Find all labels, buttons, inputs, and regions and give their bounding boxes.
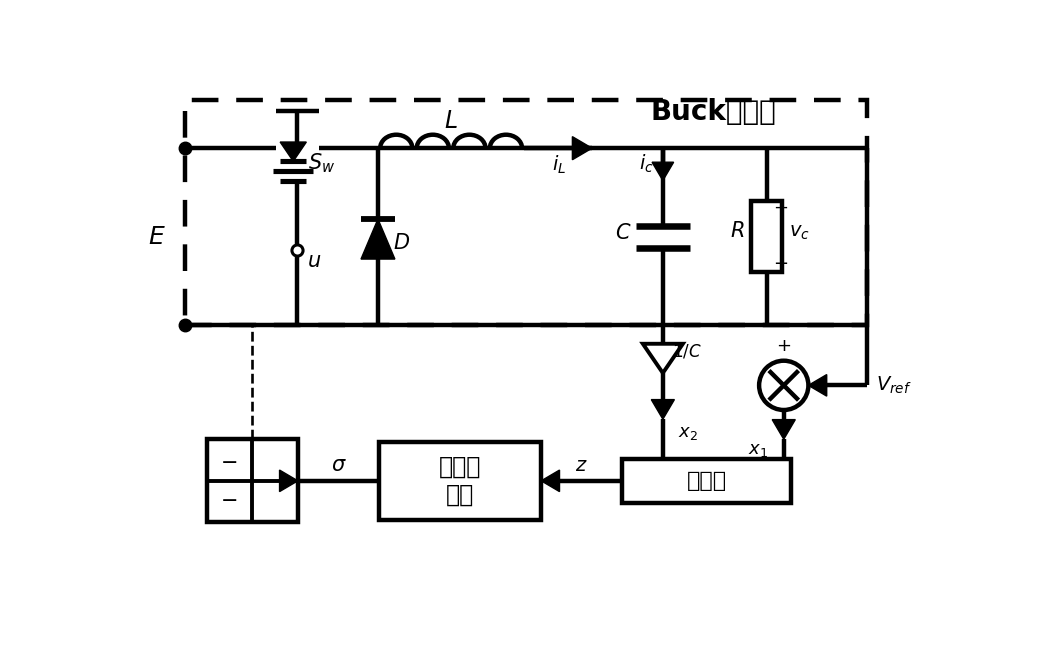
Text: $-$: $-$ bbox=[773, 253, 788, 271]
Text: $i_c$: $i_c$ bbox=[638, 152, 653, 174]
Text: $x_2$: $x_2$ bbox=[679, 424, 698, 442]
Bar bbox=[186, 100, 867, 326]
Text: $L$: $L$ bbox=[444, 109, 458, 133]
Polygon shape bbox=[572, 137, 592, 159]
Text: $C$: $C$ bbox=[615, 223, 631, 243]
Text: $-$: $-$ bbox=[220, 451, 238, 471]
Text: $E$: $E$ bbox=[148, 225, 166, 249]
Polygon shape bbox=[279, 470, 297, 492]
Polygon shape bbox=[280, 142, 306, 161]
Text: 滑模控: 滑模控 bbox=[440, 455, 481, 479]
Text: $u$: $u$ bbox=[307, 251, 321, 271]
Bar bbox=[207, 439, 297, 522]
Text: $1/C$: $1/C$ bbox=[672, 342, 702, 361]
Text: $D$: $D$ bbox=[393, 233, 410, 253]
Text: $+$: $+$ bbox=[776, 337, 791, 355]
Text: $V_{ref}$: $V_{ref}$ bbox=[876, 375, 912, 396]
Text: $S_w$: $S_w$ bbox=[308, 152, 336, 175]
Polygon shape bbox=[542, 470, 560, 492]
Text: $+$: $+$ bbox=[773, 199, 788, 217]
Text: $\sigma$: $\sigma$ bbox=[330, 456, 346, 475]
Text: $x_1$: $x_1$ bbox=[749, 441, 768, 459]
Text: $v_c$: $v_c$ bbox=[789, 223, 809, 242]
Bar bbox=[622, 458, 791, 503]
Bar bbox=[379, 441, 542, 520]
Text: 传感器: 传感器 bbox=[687, 471, 726, 491]
Text: $-$: $-$ bbox=[813, 376, 828, 395]
Polygon shape bbox=[651, 400, 674, 419]
Bar bbox=[752, 201, 783, 272]
Text: Buck变换器: Buck变换器 bbox=[650, 98, 775, 126]
Polygon shape bbox=[772, 420, 795, 439]
Text: 制器: 制器 bbox=[446, 482, 475, 506]
Polygon shape bbox=[808, 374, 826, 396]
Polygon shape bbox=[361, 219, 395, 259]
Text: $i_L$: $i_L$ bbox=[552, 154, 566, 176]
Text: $-$: $-$ bbox=[220, 489, 238, 509]
Polygon shape bbox=[643, 344, 683, 373]
Text: $z$: $z$ bbox=[576, 456, 588, 475]
Polygon shape bbox=[652, 162, 673, 180]
Text: $R$: $R$ bbox=[731, 221, 744, 241]
